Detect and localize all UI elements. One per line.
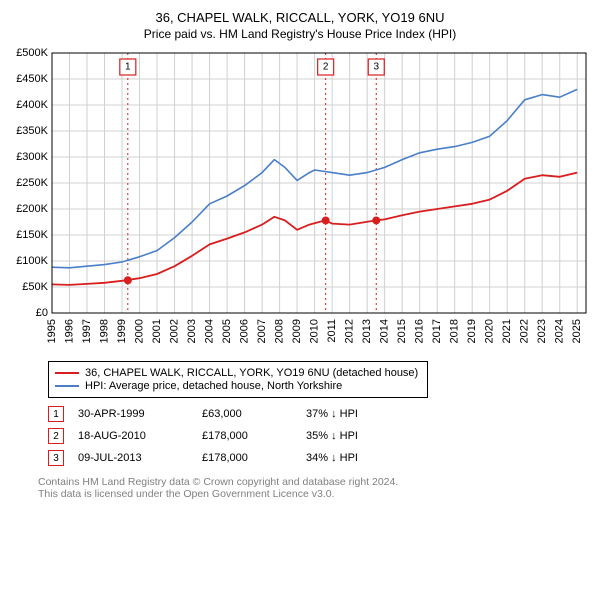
svg-text:2017: 2017 (431, 319, 443, 343)
event-date: 09-JUL-2013 (78, 452, 188, 464)
svg-text:1: 1 (125, 62, 131, 73)
svg-text:1997: 1997 (81, 319, 93, 343)
event-row: 1 30-APR-1999 £63,000 37% ↓ HPI (48, 406, 592, 422)
svg-text:£400K: £400K (16, 99, 48, 111)
svg-text:2023: 2023 (536, 319, 548, 343)
event-number-badge: 1 (48, 406, 64, 422)
svg-text:2005: 2005 (221, 319, 233, 343)
svg-text:2: 2 (323, 62, 329, 73)
event-hpi-diff: 35% ↓ HPI (306, 430, 358, 442)
legend-swatch (55, 372, 79, 374)
svg-text:£450K: £450K (16, 73, 48, 85)
svg-text:£100K: £100K (16, 255, 48, 267)
svg-text:2012: 2012 (344, 319, 356, 343)
svg-text:£250K: £250K (16, 177, 48, 189)
footer-line-1: Contains HM Land Registry data © Crown c… (38, 476, 592, 488)
svg-text:1996: 1996 (63, 319, 75, 343)
legend-item: 36, CHAPEL WALK, RICCALL, YORK, YO19 6NU… (55, 367, 421, 379)
event-price: £178,000 (202, 452, 292, 464)
svg-text:£0: £0 (36, 307, 48, 319)
legend-label: HPI: Average price, detached house, Nort… (85, 380, 342, 392)
svg-text:£350K: £350K (16, 125, 48, 137)
svg-text:2001: 2001 (151, 319, 163, 343)
svg-text:3: 3 (373, 62, 379, 73)
svg-text:2013: 2013 (361, 319, 373, 343)
svg-text:1999: 1999 (116, 319, 128, 343)
svg-text:1995: 1995 (46, 319, 58, 343)
event-hpi-diff: 34% ↓ HPI (306, 452, 358, 464)
event-number-badge: 3 (48, 450, 64, 466)
chart-container: £0 £50K £100K £150K £200K £250K £300K £350K £400… (8, 47, 592, 357)
svg-text:2010: 2010 (309, 319, 321, 343)
svg-text:2007: 2007 (256, 319, 268, 343)
svg-text:2015: 2015 (396, 319, 408, 343)
event-date: 30-APR-1999 (78, 408, 188, 420)
svg-text:2011: 2011 (326, 319, 338, 343)
svg-text:2003: 2003 (186, 319, 198, 343)
svg-text:1998: 1998 (98, 319, 110, 343)
svg-text:2014: 2014 (379, 319, 391, 343)
chart-title: 36, CHAPEL WALK, RICCALL, YORK, YO19 6NU (8, 10, 592, 25)
legend-label: 36, CHAPEL WALK, RICCALL, YORK, YO19 6NU… (85, 367, 418, 379)
svg-text:£300K: £300K (16, 151, 48, 163)
event-number-badge: 2 (48, 428, 64, 444)
event-price: £178,000 (202, 430, 292, 442)
svg-text:2018: 2018 (449, 319, 461, 343)
footer-attribution: Contains HM Land Registry data © Crown c… (38, 476, 592, 500)
event-price: £63,000 (202, 408, 292, 420)
event-hpi-diff: 37% ↓ HPI (306, 408, 358, 420)
chart-titles: 36, CHAPEL WALK, RICCALL, YORK, YO19 6NU… (8, 10, 592, 41)
svg-text:2008: 2008 (274, 319, 286, 343)
legend-item: HPI: Average price, detached house, Nort… (55, 380, 421, 392)
price-chart: £0 £50K £100K £150K £200K £250K £300K £350K £400… (8, 47, 592, 357)
svg-text:2009: 2009 (291, 319, 303, 343)
svg-text:£150K: £150K (16, 229, 48, 241)
svg-text:£500K: £500K (16, 47, 48, 59)
svg-text:2024: 2024 (554, 319, 566, 343)
event-list: 1 30-APR-1999 £63,000 37% ↓ HPI 2 18-AUG-2010… (48, 406, 592, 466)
event-row: 3 09-JUL-2013 £178,000 34% ↓ HPI (48, 450, 592, 466)
footer-line-2: This data is licensed under the Open Gov… (38, 488, 592, 500)
event-date: 18-AUG-2010 (78, 430, 188, 442)
legend-swatch (55, 385, 79, 387)
svg-text:2021: 2021 (501, 319, 513, 343)
svg-text:£50K: £50K (22, 281, 48, 293)
event-row: 2 18-AUG-2010 £178,000 35% ↓ HPI (48, 428, 592, 444)
svg-text:2022: 2022 (519, 319, 531, 343)
svg-text:2004: 2004 (203, 319, 215, 343)
svg-text:2025: 2025 (571, 319, 583, 343)
svg-text:2016: 2016 (414, 319, 426, 343)
svg-text:2020: 2020 (484, 319, 496, 343)
legend: 36, CHAPEL WALK, RICCALL, YORK, YO19 6NU… (48, 361, 428, 398)
svg-text:2006: 2006 (238, 319, 250, 343)
svg-text:£200K: £200K (16, 203, 48, 215)
svg-text:2000: 2000 (133, 319, 145, 343)
chart-subtitle: Price paid vs. HM Land Registry's House … (8, 27, 592, 41)
svg-text:2002: 2002 (168, 319, 180, 343)
svg-text:2019: 2019 (466, 319, 478, 343)
